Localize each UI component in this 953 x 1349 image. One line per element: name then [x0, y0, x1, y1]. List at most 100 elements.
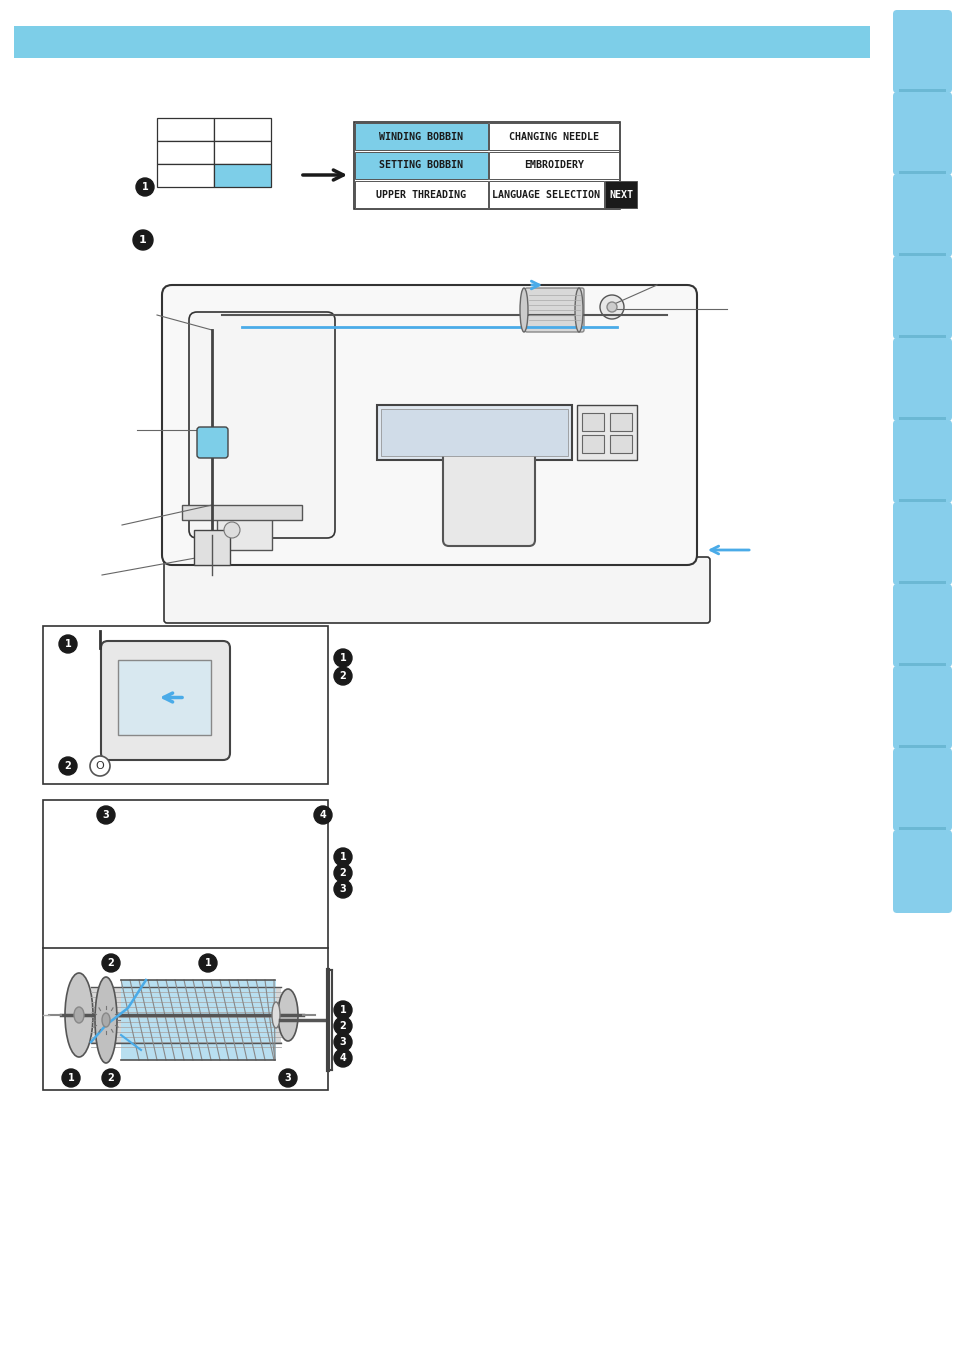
Bar — [355, 123, 488, 150]
Circle shape — [334, 1033, 352, 1051]
Text: 1: 1 — [339, 853, 346, 862]
Circle shape — [334, 1001, 352, 1018]
Text: 3: 3 — [339, 1037, 346, 1047]
Circle shape — [606, 302, 617, 312]
Circle shape — [334, 1017, 352, 1035]
Circle shape — [334, 849, 352, 866]
Bar — [898, 171, 945, 174]
Text: 1: 1 — [141, 182, 149, 192]
Bar — [355, 152, 488, 179]
Text: 2: 2 — [339, 867, 346, 878]
Circle shape — [314, 805, 332, 824]
Ellipse shape — [519, 287, 527, 332]
Bar — [898, 335, 945, 339]
Ellipse shape — [65, 973, 92, 1058]
Ellipse shape — [102, 1013, 110, 1027]
Bar — [581, 413, 603, 430]
Ellipse shape — [74, 1006, 84, 1023]
FancyBboxPatch shape — [524, 287, 583, 332]
Text: SETTING BOBBIN: SETTING BOBBIN — [379, 161, 463, 170]
FancyBboxPatch shape — [892, 339, 951, 421]
FancyBboxPatch shape — [189, 312, 335, 538]
Bar — [376, 405, 572, 460]
FancyBboxPatch shape — [892, 502, 951, 585]
Bar — [898, 89, 945, 92]
Text: 1: 1 — [65, 639, 71, 649]
Bar — [14, 26, 869, 58]
Circle shape — [334, 863, 352, 882]
Circle shape — [199, 954, 216, 973]
Text: 1: 1 — [339, 653, 346, 662]
Text: 4: 4 — [339, 1054, 346, 1063]
FancyBboxPatch shape — [892, 420, 951, 503]
Bar — [354, 121, 619, 209]
Circle shape — [599, 295, 623, 318]
Bar — [581, 434, 603, 453]
FancyBboxPatch shape — [101, 641, 230, 759]
Text: 3: 3 — [103, 809, 110, 820]
Bar — [43, 800, 328, 1090]
Text: CHANGING NEEDLE: CHANGING NEEDLE — [509, 131, 598, 142]
Bar — [898, 417, 945, 420]
FancyBboxPatch shape — [892, 256, 951, 339]
Circle shape — [334, 880, 352, 898]
Bar — [898, 581, 945, 584]
Bar — [157, 117, 213, 142]
Text: WINDING BOBBIN: WINDING BOBBIN — [379, 131, 463, 142]
FancyBboxPatch shape — [164, 557, 709, 623]
Ellipse shape — [277, 989, 297, 1041]
Ellipse shape — [95, 977, 117, 1063]
FancyBboxPatch shape — [892, 830, 951, 913]
Circle shape — [90, 755, 110, 776]
Circle shape — [102, 1068, 120, 1087]
Bar — [489, 123, 618, 150]
Bar — [213, 165, 271, 188]
Bar — [898, 745, 945, 747]
Text: 3: 3 — [339, 884, 346, 894]
Bar — [898, 662, 945, 666]
Ellipse shape — [575, 287, 582, 332]
FancyBboxPatch shape — [196, 428, 228, 459]
Text: EMBROIDERY: EMBROIDERY — [523, 161, 583, 170]
Text: 1: 1 — [339, 1005, 346, 1014]
Bar — [898, 827, 945, 830]
Circle shape — [224, 522, 240, 538]
FancyBboxPatch shape — [892, 9, 951, 93]
Text: 1: 1 — [139, 235, 147, 246]
Ellipse shape — [272, 1002, 280, 1028]
Circle shape — [136, 178, 153, 196]
Text: LANGUAGE SELECTION: LANGUAGE SELECTION — [492, 189, 599, 200]
Bar — [898, 254, 945, 256]
Circle shape — [278, 1068, 296, 1087]
FancyBboxPatch shape — [892, 584, 951, 666]
Bar — [609, 434, 631, 453]
Text: UPPER THREADING: UPPER THREADING — [376, 189, 466, 200]
Text: 2: 2 — [108, 958, 114, 969]
Bar — [355, 181, 488, 208]
Text: 2: 2 — [108, 1072, 114, 1083]
Circle shape — [334, 666, 352, 685]
Bar — [216, 510, 272, 550]
Circle shape — [62, 1068, 80, 1087]
FancyBboxPatch shape — [892, 174, 951, 258]
Text: 1: 1 — [68, 1072, 74, 1083]
FancyBboxPatch shape — [892, 747, 951, 831]
Circle shape — [334, 649, 352, 666]
Text: NEXT: NEXT — [608, 189, 633, 200]
Text: 1: 1 — [204, 958, 212, 969]
Text: 3: 3 — [284, 1072, 291, 1083]
Text: 2: 2 — [65, 761, 71, 772]
Bar — [182, 505, 302, 519]
Bar — [91, 987, 281, 1043]
Bar — [898, 499, 945, 502]
Bar — [380, 409, 567, 456]
Bar — [213, 142, 271, 165]
Circle shape — [132, 229, 152, 250]
Bar — [609, 413, 631, 430]
Text: 4: 4 — [319, 809, 326, 820]
Circle shape — [102, 954, 120, 973]
Bar — [157, 165, 213, 188]
FancyBboxPatch shape — [442, 449, 535, 546]
Bar — [489, 181, 603, 208]
Bar — [604, 181, 637, 208]
